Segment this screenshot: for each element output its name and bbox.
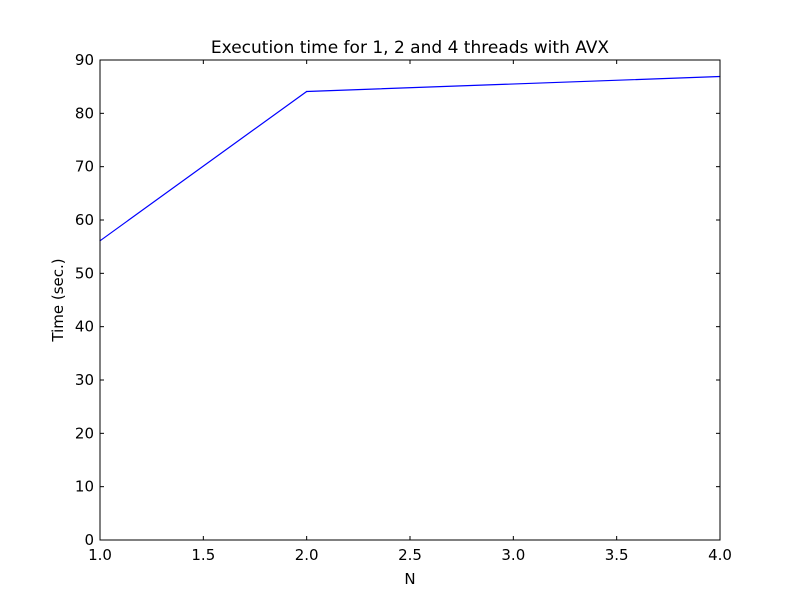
axis-ticks: 1.0 1.5 2.0 2.5 3.0 3.5 4.0 0 10 20 30 40 50 60 70 80 90 bbox=[75, 51, 732, 564]
y-tick-label: 60 bbox=[75, 211, 94, 229]
x-tick-label: 1.0 bbox=[88, 546, 112, 564]
plot-area bbox=[99, 75, 721, 242]
y-tick-label: 70 bbox=[75, 158, 94, 176]
y-tick-label: 20 bbox=[75, 424, 94, 442]
y-tick-label: 40 bbox=[75, 318, 94, 336]
y-tick-label: 80 bbox=[75, 104, 94, 122]
x-tick-label: 2.5 bbox=[398, 546, 422, 564]
series-line bbox=[99, 75, 721, 242]
x-axis-label: N bbox=[404, 570, 415, 588]
x-tick-label: 2.0 bbox=[295, 546, 319, 564]
y-tick-label: 10 bbox=[75, 478, 94, 496]
x-tick-label: 1.5 bbox=[191, 546, 215, 564]
y-tick-label: 0 bbox=[84, 531, 94, 549]
y-axis-label: Time (sec.) bbox=[49, 258, 67, 342]
plot-frame bbox=[99, 59, 721, 541]
y-tick-label: 50 bbox=[75, 264, 94, 282]
x-tick-label: 3.0 bbox=[501, 546, 525, 564]
y-tick-label: 30 bbox=[75, 371, 94, 389]
data-point bbox=[306, 90, 308, 93]
chart-title: Execution time for 1, 2 and 4 threads wi… bbox=[211, 38, 609, 58]
x-tick-label: 3.5 bbox=[605, 546, 629, 564]
y-tick-label: 90 bbox=[75, 51, 94, 69]
x-tick-label: 4.0 bbox=[708, 546, 732, 564]
